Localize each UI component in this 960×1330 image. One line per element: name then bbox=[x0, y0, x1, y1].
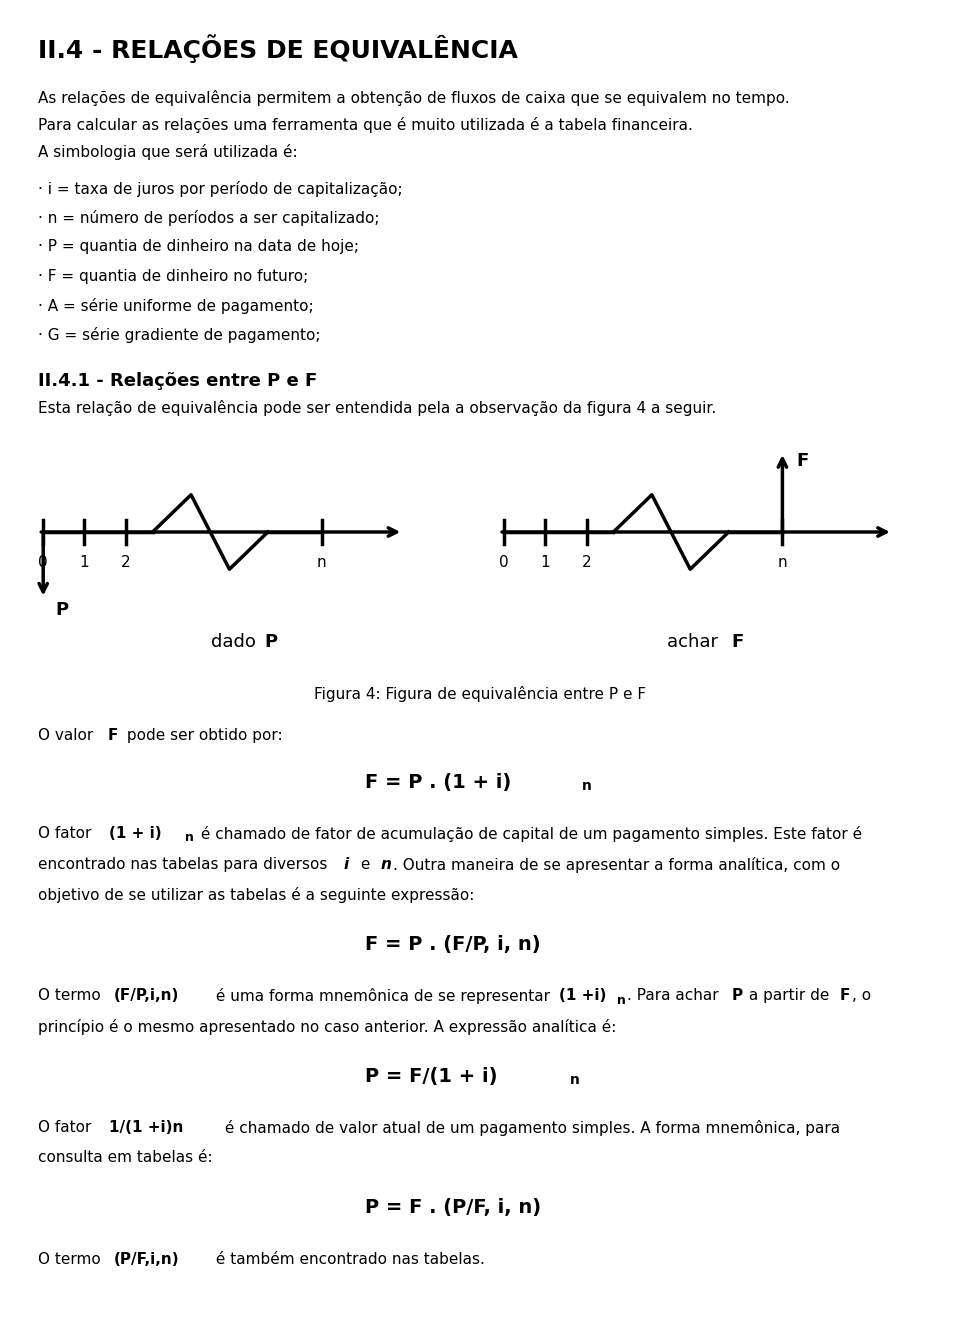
Text: 0: 0 bbox=[499, 555, 509, 569]
Text: n: n bbox=[570, 1073, 580, 1088]
Text: Esta relação de equivalência pode ser entendida pela a observação da figura 4 a : Esta relação de equivalência pode ser en… bbox=[38, 400, 717, 416]
Text: . Outra maneira de se apresentar a forma analítica, com o: . Outra maneira de se apresentar a forma… bbox=[393, 857, 840, 872]
Text: 1: 1 bbox=[540, 555, 550, 569]
Text: consulta em tabelas é:: consulta em tabelas é: bbox=[38, 1150, 213, 1165]
Text: F: F bbox=[797, 452, 809, 471]
Text: n: n bbox=[185, 831, 194, 845]
Text: II.4.1 - Relações entre P e F: II.4.1 - Relações entre P e F bbox=[38, 372, 318, 391]
Text: O fator: O fator bbox=[38, 1120, 97, 1134]
Text: encontrado nas tabelas para diversos: encontrado nas tabelas para diversos bbox=[38, 857, 333, 871]
Text: é chamado de fator de acumulação de capital de um pagamento simples. Este fator : é chamado de fator de acumulação de capi… bbox=[196, 826, 862, 842]
Text: n: n bbox=[778, 555, 787, 569]
Text: F = P . (1 + i): F = P . (1 + i) bbox=[365, 773, 511, 791]
Text: O fator: O fator bbox=[38, 826, 97, 841]
Text: · n = número de períodos a ser capitalizado;: · n = número de períodos a ser capitaliz… bbox=[38, 210, 380, 226]
Text: · A = série uniforme de pagamento;: · A = série uniforme de pagamento; bbox=[38, 298, 314, 314]
Text: P: P bbox=[56, 601, 69, 620]
Text: i: i bbox=[344, 857, 348, 871]
Text: (1 + i): (1 + i) bbox=[109, 826, 162, 841]
Text: O valor: O valor bbox=[38, 728, 99, 742]
Text: · F = quantia de dinheiro no futuro;: · F = quantia de dinheiro no futuro; bbox=[38, 269, 309, 283]
Text: 2: 2 bbox=[582, 555, 591, 569]
Text: P: P bbox=[264, 633, 277, 652]
Text: n: n bbox=[617, 994, 626, 1007]
Text: P = F/(1 + i): P = F/(1 + i) bbox=[365, 1067, 497, 1085]
Text: (P/F,i,n): (P/F,i,n) bbox=[113, 1252, 179, 1266]
Text: F = P . (F/P, i, n): F = P . (F/P, i, n) bbox=[365, 935, 540, 954]
Text: O termo: O termo bbox=[38, 1252, 106, 1266]
Text: F: F bbox=[732, 633, 744, 652]
Text: a partir de: a partir de bbox=[744, 988, 834, 1003]
Text: 1: 1 bbox=[80, 555, 89, 569]
Text: n: n bbox=[582, 779, 591, 794]
Text: e: e bbox=[356, 857, 375, 871]
Text: é chamado de valor atual de um pagamento simples. A forma mnemônica, para: é chamado de valor atual de um pagamento… bbox=[220, 1120, 840, 1136]
Text: 0: 0 bbox=[38, 555, 48, 569]
Text: Para calcular as relações uma ferramenta que é muito utilizada é a tabela financ: Para calcular as relações uma ferramenta… bbox=[38, 117, 693, 133]
Text: 2: 2 bbox=[121, 555, 131, 569]
Text: princípio é o mesmo apresentado no caso anterior. A expressão analítica é:: princípio é o mesmo apresentado no caso … bbox=[38, 1019, 616, 1035]
Text: . Para achar: . Para achar bbox=[627, 988, 724, 1003]
Text: n: n bbox=[317, 555, 326, 569]
Text: A simbologia que será utilizada é:: A simbologia que será utilizada é: bbox=[38, 144, 298, 160]
Text: · G = série gradiente de pagamento;: · G = série gradiente de pagamento; bbox=[38, 327, 321, 343]
Text: F: F bbox=[840, 988, 851, 1003]
Text: pode ser obtido por:: pode ser obtido por: bbox=[122, 728, 282, 742]
Text: II.4 - RELAÇÕES DE EQUIVALÊNCIA: II.4 - RELAÇÕES DE EQUIVALÊNCIA bbox=[38, 35, 518, 64]
Text: (1 +i): (1 +i) bbox=[559, 988, 606, 1003]
Text: é uma forma mnemônica de se representar: é uma forma mnemônica de se representar bbox=[211, 988, 555, 1004]
Text: (F/P,i,n): (F/P,i,n) bbox=[113, 988, 179, 1003]
Text: achar: achar bbox=[667, 633, 724, 652]
Text: objetivo de se utilizar as tabelas é a seguinte expressão:: objetivo de se utilizar as tabelas é a s… bbox=[38, 887, 475, 903]
Text: P: P bbox=[732, 988, 743, 1003]
Text: P = F . (P/F, i, n): P = F . (P/F, i, n) bbox=[365, 1198, 540, 1217]
Text: é também encontrado nas tabelas.: é também encontrado nas tabelas. bbox=[211, 1252, 485, 1266]
Text: F: F bbox=[108, 728, 118, 742]
Text: , o: , o bbox=[852, 988, 872, 1003]
Text: 1/(1 +i)n: 1/(1 +i)n bbox=[109, 1120, 183, 1134]
Text: As relações de equivalência permitem a obtenção de fluxos de caixa que se equiva: As relações de equivalência permitem a o… bbox=[38, 90, 790, 106]
Text: dado: dado bbox=[211, 633, 262, 652]
Text: O termo: O termo bbox=[38, 988, 106, 1003]
Text: · P = quantia de dinheiro na data de hoje;: · P = quantia de dinheiro na data de hoj… bbox=[38, 239, 359, 254]
Text: Figura 4: Figura de equivalência entre P e F: Figura 4: Figura de equivalência entre P… bbox=[314, 686, 646, 702]
Text: n: n bbox=[380, 857, 391, 871]
Text: · i = taxa de juros por período de capitalização;: · i = taxa de juros por período de capit… bbox=[38, 181, 403, 197]
